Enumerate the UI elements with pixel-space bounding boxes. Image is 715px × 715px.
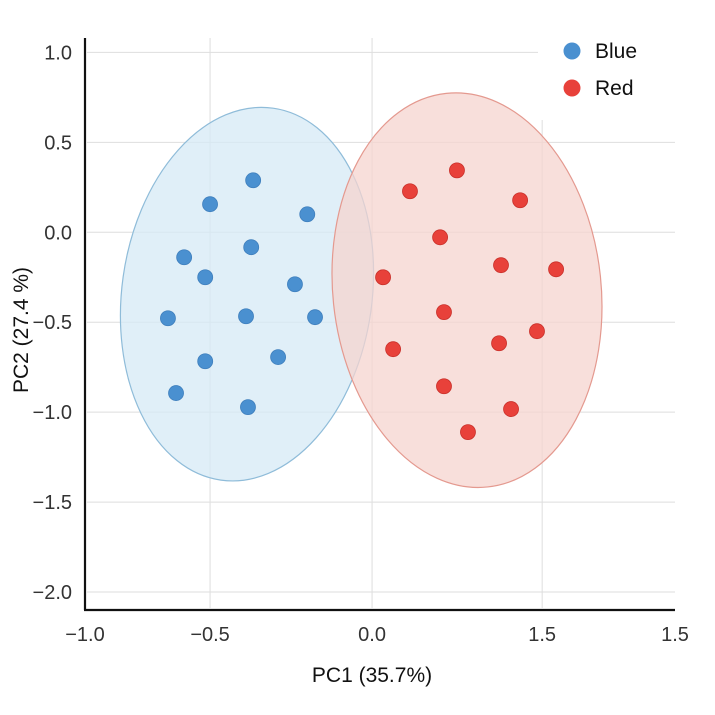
data-point-blue [238, 308, 254, 325]
legend: Blue Red [563, 40, 637, 100]
data-point-blue [176, 249, 193, 266]
confidence-ellipses [119, 92, 603, 489]
y-tick-label: 1.0 [44, 42, 72, 64]
data-point-red [512, 192, 529, 209]
legend-label-red: Red [595, 77, 634, 100]
data-point-blue [202, 196, 218, 213]
x-axis-title: PC1 (35.7%) [312, 664, 432, 687]
y-tick-label: −1.0 [33, 402, 72, 424]
data-point-blue [245, 172, 262, 189]
data-point-blue [197, 269, 214, 286]
data-point-blue [270, 349, 287, 365]
data-point-blue [240, 399, 256, 416]
data-point-red [460, 424, 476, 441]
data-point-red [529, 323, 545, 340]
data-point-red [493, 257, 509, 274]
data-point-blue [307, 309, 323, 326]
data-points [160, 162, 564, 441]
y-tick-label: 0.0 [44, 222, 72, 244]
data-point-blue [287, 276, 303, 293]
y-axis-title: PC2 (27.4 %) [10, 267, 33, 393]
data-point-red [436, 378, 452, 395]
data-point-blue [197, 353, 214, 370]
y-tick-label: 0.5 [44, 132, 72, 154]
data-point-red [449, 162, 465, 179]
x-tick-label: 1.5 [528, 624, 556, 646]
tick-labels: 1.0 0.5 0.0 −0.5 −1.0 −1.5 −2.0 −1.0 −0.5 0.0 1.5 1… [33, 42, 689, 646]
y-tick-label: −0.5 [33, 312, 72, 334]
data-point-red [432, 229, 449, 246]
x-tick-label: −1.0 [65, 624, 104, 646]
x-tick-label: 1.5 [661, 624, 689, 646]
y-tick-label: −2.0 [33, 582, 72, 604]
legend-marker-red [563, 79, 581, 97]
data-point-red [436, 304, 452, 321]
data-point-red [385, 341, 402, 358]
data-point-blue [160, 310, 176, 327]
axes [83, 38, 675, 612]
data-point-blue [168, 385, 184, 401]
data-point-red [402, 183, 418, 200]
legend-marker-blue [563, 42, 581, 60]
data-point-red [503, 401, 519, 417]
data-point-red [548, 261, 564, 278]
data-point-blue [243, 239, 260, 256]
data-point-red [375, 269, 391, 286]
x-tick-label: 0.0 [358, 624, 386, 646]
x-tick-label: −0.5 [190, 624, 229, 646]
y-tick-label: −1.5 [33, 492, 72, 514]
confidence-ellipse-red [331, 92, 603, 489]
legend-label-blue: Blue [595, 40, 637, 63]
data-point-red [491, 335, 507, 352]
data-point-blue [299, 206, 316, 223]
